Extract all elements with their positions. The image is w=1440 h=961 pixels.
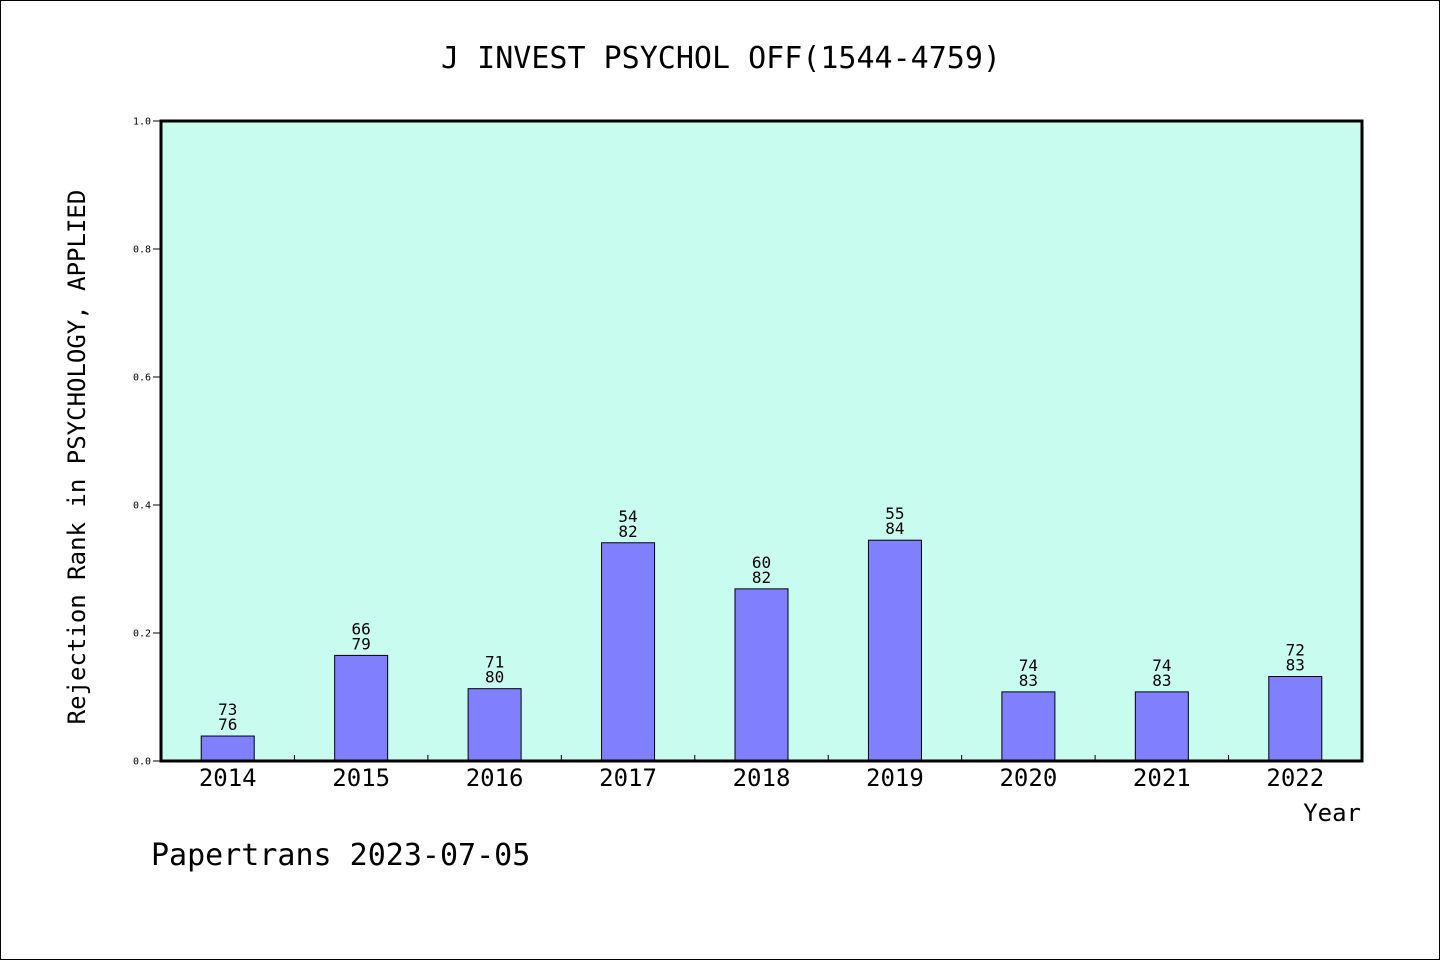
- y-axis-label: Rejection Rank in PSYCHOLOGY, APPLIED: [63, 190, 91, 725]
- bar-label-bottom: 83: [1019, 671, 1038, 690]
- bar-label-top: 54: [618, 507, 637, 526]
- bar-2019: [867, 539, 922, 762]
- y-tick-label: 0.0: [133, 757, 151, 768]
- bar-label-top: 72: [1286, 641, 1305, 660]
- bar-2014: [200, 735, 255, 762]
- y-tick-label: 0.4: [133, 501, 151, 512]
- x-tick-label: 2021: [1133, 764, 1191, 792]
- x-tick-label: 2020: [999, 764, 1057, 792]
- footer-credit: Papertrans 2023-07-05: [151, 838, 530, 873]
- y-axis-ticks: 0.0 0.2 0.4 0.6 0.8 1.0: [133, 117, 161, 768]
- bar-2022: [1268, 676, 1323, 762]
- x-tick-label: 2017: [599, 764, 657, 792]
- bar-2018: [734, 588, 789, 762]
- y-tick-label: 0.8: [133, 245, 151, 256]
- bar-2021: [1134, 691, 1189, 762]
- bar-label-top: 71: [485, 653, 504, 672]
- bar-label-bottom: 84: [885, 519, 904, 538]
- bar-2015: [334, 654, 389, 762]
- bar-2017: [601, 542, 656, 762]
- plot-border: [159, 119, 1364, 763]
- x-tick-label: 2022: [1266, 764, 1324, 792]
- x-tick-labels-group: 2014 2015 2016 2017 2018 2019 2020 2021 2022: [199, 764, 1324, 792]
- bars-group: [200, 539, 1323, 762]
- bar-label-top: 74: [1152, 656, 1171, 675]
- bar-label-bottom: 82: [618, 522, 637, 541]
- bar-label-bottom: 82: [752, 568, 771, 587]
- x-axis-label: Year: [1303, 799, 1361, 827]
- y-tick-label: 0.2: [133, 629, 151, 640]
- bar-2016: [467, 688, 522, 762]
- x-tick-label: 2018: [733, 764, 791, 792]
- bar-label-top: 66: [352, 619, 371, 638]
- x-tick-label: 2016: [466, 764, 524, 792]
- bar-label-top: 73: [218, 700, 237, 719]
- x-tick-label: 2015: [332, 764, 390, 792]
- y-tick-label: 0.6: [133, 373, 151, 384]
- bar-label-bottom: 83: [1286, 656, 1305, 675]
- bar-label-bottom: 83: [1152, 671, 1171, 690]
- bar-label-top: 60: [752, 553, 771, 572]
- x-tick-label: 2014: [199, 764, 257, 792]
- y-tick-label: 1.0: [133, 117, 151, 128]
- bar-label-bottom: 76: [218, 715, 237, 734]
- chart-title: J INVEST PSYCHOL OFF(1544-4759): [441, 41, 1001, 76]
- bar-label-bottom: 79: [352, 634, 371, 653]
- bar-label-bottom: 80: [485, 668, 504, 687]
- bar-label-top: 55: [885, 504, 904, 523]
- x-tick-label: 2019: [866, 764, 924, 792]
- bar-2020: [1001, 691, 1056, 762]
- bar-label-top: 74: [1019, 656, 1038, 675]
